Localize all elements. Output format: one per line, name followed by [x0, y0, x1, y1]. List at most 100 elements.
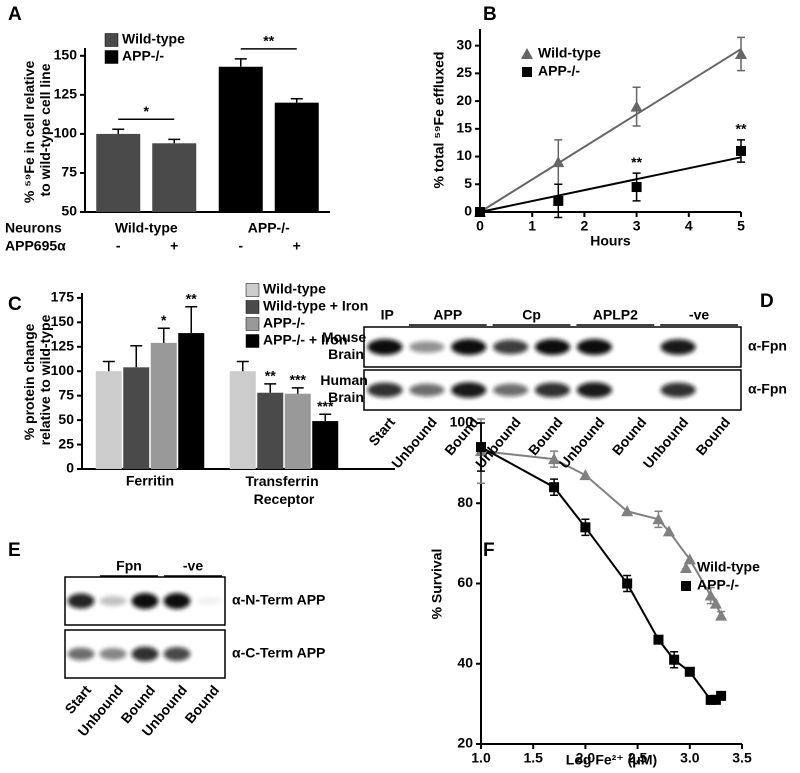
legend-swatch — [104, 33, 119, 47]
point — [652, 513, 665, 525]
panel-letter: E — [8, 540, 21, 561]
blot-band — [131, 646, 159, 662]
bar — [257, 392, 284, 469]
point — [704, 589, 717, 601]
lane-label: Bound — [609, 414, 650, 458]
x-tick-label: Ferritin — [126, 473, 174, 489]
antibody-label: α-Fpn — [748, 381, 787, 397]
legend-marker — [680, 562, 692, 573]
point — [552, 156, 565, 168]
blot-band — [195, 596, 223, 606]
y-tick-label: 40 — [457, 654, 473, 670]
blot-band — [163, 593, 191, 609]
y-tick-label: 175 — [51, 289, 75, 305]
x-tick-label: 5 — [737, 218, 745, 234]
blot-group-label: Fpn — [116, 558, 142, 574]
error-bar — [168, 138, 181, 144]
y-tick-label: 25 — [58, 435, 74, 451]
error-bar — [157, 327, 170, 343]
legend-swatch — [245, 283, 260, 297]
point — [631, 182, 642, 193]
blot-header-label: IP — [381, 307, 394, 323]
series-curve — [480, 446, 722, 701]
lane-label: Bound — [525, 414, 566, 458]
x-tick-label: 2.0 — [576, 750, 596, 766]
y-tick-label: 125 — [54, 86, 78, 102]
blot-band — [131, 593, 159, 609]
blot-band — [576, 382, 612, 398]
point — [553, 195, 564, 206]
panel-letter: C — [8, 294, 22, 315]
legend-marker — [522, 67, 532, 77]
x-tick-label: 3.0 — [680, 750, 700, 766]
y-tick-label: 50 — [58, 411, 74, 427]
legend-label: Wild-type + Iron — [263, 298, 368, 314]
bar — [123, 367, 150, 469]
lane-label: Start — [365, 414, 398, 449]
row-label: APP695α — [5, 238, 66, 254]
blot-group-label: -ve — [183, 558, 203, 574]
legend-label: APP-/- — [263, 315, 305, 331]
bar — [152, 143, 197, 212]
y-tick-label: 100 — [54, 125, 78, 141]
blot-band — [409, 383, 445, 397]
legend-swatch — [245, 317, 260, 331]
fit-line — [479, 156, 742, 213]
bar — [312, 421, 339, 469]
sample-label: Mouse Brain — [322, 329, 370, 362]
x-tick-label: 2.5 — [628, 750, 648, 766]
significance-label: *** — [290, 372, 307, 388]
group-label: APP-/- — [248, 220, 290, 236]
point — [622, 578, 633, 589]
legend-swatch — [104, 50, 119, 64]
significance-label: ** — [186, 290, 197, 306]
blot-band — [67, 647, 95, 661]
x-tick-label: 2 — [581, 218, 589, 234]
point — [579, 469, 592, 481]
legend-label: Wild-type — [263, 281, 326, 297]
bar — [274, 102, 319, 212]
bar — [218, 66, 263, 212]
point — [580, 522, 591, 533]
y-axis-label: % protein change relative to wild-type — [21, 314, 53, 445]
panel-letter: D — [760, 291, 774, 312]
legend-label: Wild-type — [538, 45, 601, 61]
panel-letter: A — [8, 4, 22, 25]
y-axis-label: % Survival — [429, 549, 445, 620]
y-tick-label: 25 — [456, 64, 472, 80]
treatment-label: - — [238, 238, 243, 254]
blot-band — [660, 339, 696, 355]
y-tick-label: 75 — [61, 164, 77, 180]
point — [653, 634, 664, 645]
lane-label: Bound — [181, 682, 222, 726]
legend-label: APP-/- + Iron — [263, 332, 347, 348]
treatment-label: + — [170, 238, 178, 254]
treatment-label: + — [293, 238, 301, 254]
legend-label: Wild-type — [122, 31, 185, 47]
y-tick-label: 60 — [457, 574, 473, 590]
legend-label: APP-/- — [122, 48, 164, 64]
blot-band — [660, 382, 696, 398]
blot-band — [451, 339, 487, 355]
y-tick-label: 125 — [51, 337, 75, 353]
legend-swatch — [245, 334, 260, 348]
significance-label: ** — [263, 33, 274, 49]
point — [710, 694, 721, 705]
point — [549, 482, 560, 493]
point — [736, 146, 746, 156]
y-tick-label: 30 — [456, 36, 472, 52]
point — [684, 666, 695, 677]
x-tick-label: 3 — [633, 218, 641, 234]
point — [662, 525, 675, 537]
y-tick-label: 15 — [456, 120, 472, 136]
treatment-label: - — [116, 238, 121, 254]
error-bar — [234, 58, 247, 67]
bar — [150, 342, 177, 469]
panel-letter: F — [483, 540, 495, 561]
error-bar — [112, 128, 125, 134]
y-axis-label: % ⁵⁹Fe in cell relative to wild-type cel… — [21, 57, 53, 203]
x-tick-label: 1.0 — [471, 750, 491, 766]
error-bar — [185, 305, 198, 334]
